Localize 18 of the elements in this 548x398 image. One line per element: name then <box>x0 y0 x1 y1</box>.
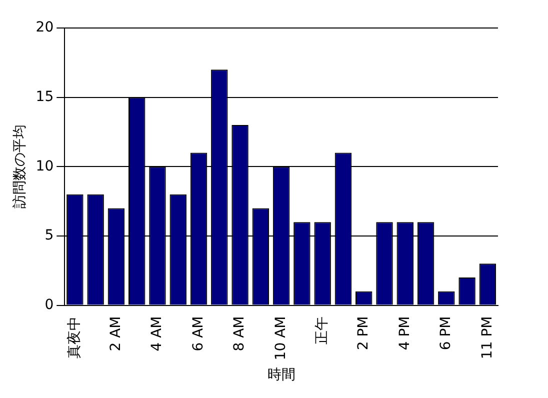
x-tick-label: 8 AM <box>232 316 248 352</box>
x-tick-label: 6 AM <box>190 316 206 352</box>
x-tick-label: 4 PM <box>396 316 413 350</box>
x-tick-label: 正午 <box>314 316 330 344</box>
y-axis-title: 訪問数の平均 <box>12 124 28 209</box>
x-tick-label: 6 PM <box>438 316 454 350</box>
y-tick-label: 0 <box>44 296 54 313</box>
x-tick-label: 2 AM <box>108 316 124 352</box>
y-tick-label: 15 <box>36 88 54 105</box>
x-axis-title: 時間 <box>267 367 296 384</box>
y-tick-label: 10 <box>36 158 54 174</box>
y-tick-label: 20 <box>36 20 54 36</box>
x-tick-label: 4 AM <box>149 316 166 352</box>
x-tick-label: 真夜中 <box>66 316 83 358</box>
x-tick-label: 2 PM <box>355 316 372 350</box>
y-tick-label: 5 <box>44 228 54 244</box>
x-tick-label: 10 AM <box>272 316 289 360</box>
x-tick-label: 11 PM <box>479 316 496 360</box>
